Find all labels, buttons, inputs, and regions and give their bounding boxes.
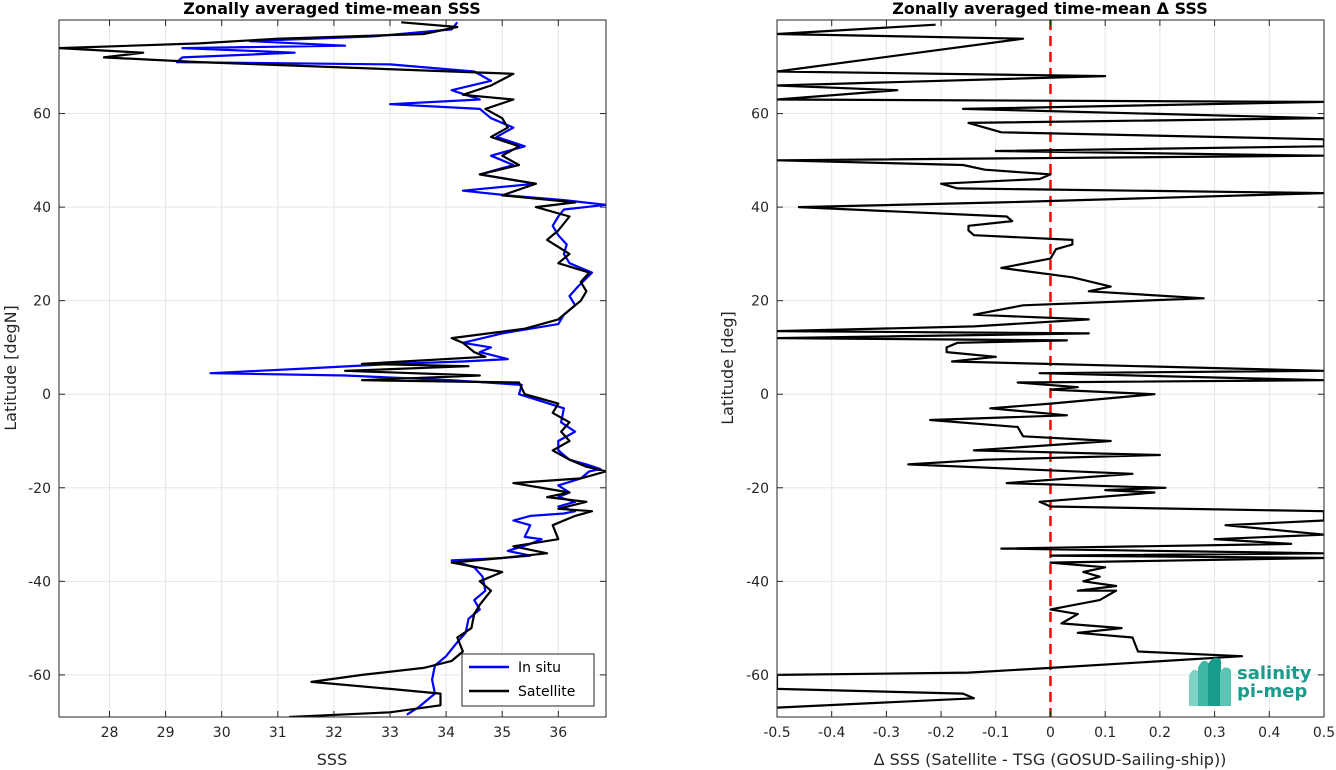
y-tick-label: 40 bbox=[33, 200, 51, 216]
x-tick-label: 0.3 bbox=[1203, 725, 1225, 741]
x-tick-label: -0.5 bbox=[763, 725, 790, 741]
legend-box bbox=[461, 653, 595, 707]
left-axes: 28 29 30 31 32 33 34 35 36 -60 -40 -20 0 20 40 60 Zonal… bbox=[1, 0, 607, 769]
legend-in-situ-label: In situ bbox=[518, 660, 561, 676]
left-chart-title: Zonally averaged time-mean SSS bbox=[183, 0, 481, 18]
x-tick-label: 34 bbox=[437, 725, 455, 741]
left-series bbox=[59, 21, 606, 717]
x-tick-label: -0.4 bbox=[818, 725, 845, 741]
salinity-pi-mep-logo: salinity pi-mep bbox=[1189, 657, 1312, 706]
right-x-axis-label: Δ SSS (Satellite - TSG (GOSUD-Sailing-sh… bbox=[874, 750, 1227, 769]
left-plot-area bbox=[59, 20, 606, 717]
x-tick-label: 32 bbox=[325, 725, 343, 741]
x-tick-label: 0.5 bbox=[1313, 725, 1335, 741]
series-line-satellite bbox=[59, 21, 606, 717]
logo-text-line1: salinity bbox=[1237, 663, 1312, 684]
y-tick-label: 20 bbox=[33, 294, 51, 310]
x-tick-label: 0.2 bbox=[1149, 725, 1171, 741]
series-line-delta-sss bbox=[777, 23, 1324, 709]
x-tick-label: 31 bbox=[269, 725, 287, 741]
y-tick-label: 40 bbox=[751, 200, 769, 216]
x-tick-label: -0.1 bbox=[982, 725, 1009, 741]
y-tick-label: 60 bbox=[33, 107, 51, 123]
left-y-axis-label: Latitude [degN] bbox=[1, 305, 20, 431]
x-tick-label: 36 bbox=[549, 725, 567, 741]
left-x-axis-label: SSS bbox=[317, 750, 347, 769]
left-axes-box bbox=[58, 19, 607, 718]
y-tick-label: 0 bbox=[760, 387, 769, 403]
right-series bbox=[777, 20, 1324, 717]
y-tick-label: 0 bbox=[42, 387, 51, 403]
right-y-axis-label: Latitude [deg] bbox=[718, 311, 737, 425]
x-tick-label: 29 bbox=[157, 725, 175, 741]
logo-text-line2: pi-mep bbox=[1237, 681, 1307, 702]
y-tick-label: -40 bbox=[28, 574, 51, 590]
x-tick-label: 33 bbox=[381, 725, 399, 741]
y-tick-label: 60 bbox=[751, 107, 769, 123]
y-tick-label: -20 bbox=[746, 481, 769, 497]
x-tick-label: 28 bbox=[101, 725, 119, 741]
legend-satellite-label: Satellite bbox=[518, 684, 575, 700]
y-tick-label: -20 bbox=[28, 481, 51, 497]
y-tick-label: -60 bbox=[28, 668, 51, 684]
right-chart-title: Zonally averaged time-mean Δ SSS bbox=[892, 0, 1208, 18]
y-tick-label: 20 bbox=[751, 294, 769, 310]
x-tick-label: 0 bbox=[1046, 725, 1055, 741]
y-tick-label: -40 bbox=[746, 574, 769, 590]
x-tick-label: -0.2 bbox=[927, 725, 954, 741]
legend: In situ Satellite bbox=[461, 653, 595, 707]
x-tick-label: 30 bbox=[213, 725, 231, 741]
x-tick-label: 0.4 bbox=[1258, 725, 1280, 741]
logo-waves-icon bbox=[1189, 657, 1231, 706]
x-tick-label: -0.3 bbox=[873, 725, 900, 741]
x-tick-label: 0.1 bbox=[1094, 725, 1116, 741]
left-tick-labels: 28 29 30 31 32 33 34 35 36 -60 -40 -20 0 20 40 60 bbox=[28, 20, 606, 741]
x-tick-label: 35 bbox=[493, 725, 511, 741]
right-axes: -0.5 -0.4 -0.3 -0.2 -0.1 0 0.1 0.2 0.3 0.4 0.5 -60 -… bbox=[718, 0, 1335, 769]
y-tick-label: -60 bbox=[746, 668, 769, 684]
right-tick-labels: -0.5 -0.4 -0.3 -0.2 -0.1 0 0.1 0.2 0.3 0.4 0.5 -60 -… bbox=[746, 20, 1335, 741]
